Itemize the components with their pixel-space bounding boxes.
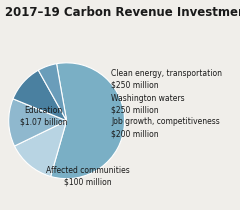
Wedge shape xyxy=(51,63,125,179)
Wedge shape xyxy=(13,70,67,121)
Text: Affected communities
$100 million: Affected communities $100 million xyxy=(46,166,130,187)
Text: Washington waters
$250 million: Washington waters $250 million xyxy=(111,94,185,115)
Wedge shape xyxy=(14,121,67,176)
Text: Clean energy, transportation
$250 million: Clean energy, transportation $250 millio… xyxy=(111,69,222,89)
Wedge shape xyxy=(38,64,67,121)
Text: Job growth, competitiveness
$200 million: Job growth, competitiveness $200 million xyxy=(111,117,220,138)
Text: Education
$1.07 billion: Education $1.07 billion xyxy=(20,106,67,126)
Text: 2017–19 Carbon Revenue Investments: 2017–19 Carbon Revenue Investments xyxy=(5,6,240,19)
Wedge shape xyxy=(9,99,67,146)
